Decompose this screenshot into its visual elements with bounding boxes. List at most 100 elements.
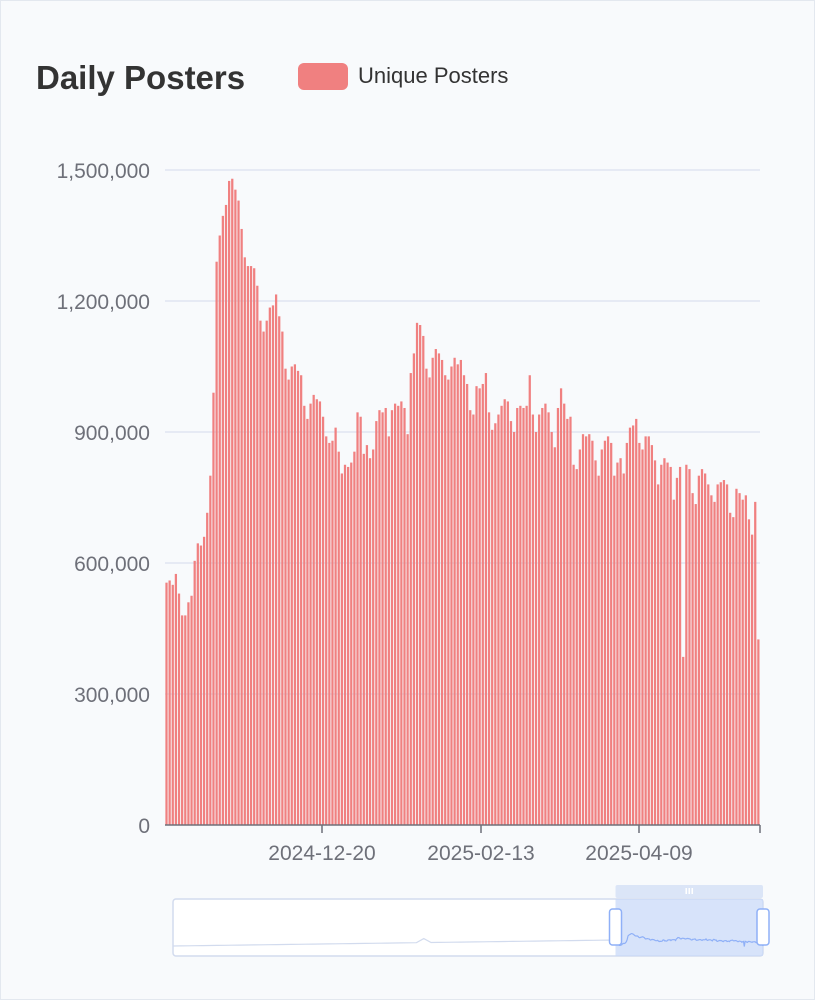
bar[interactable]: [240, 228, 243, 825]
bar[interactable]: [528, 375, 531, 825]
bar[interactable]: [447, 379, 450, 825]
bar[interactable]: [487, 412, 491, 825]
bar[interactable]: [397, 405, 400, 825]
bar[interactable]: [572, 464, 575, 825]
bar[interactable]: [243, 257, 246, 826]
bar[interactable]: [647, 436, 650, 825]
bar[interactable]: [500, 405, 503, 825]
bar[interactable]: [434, 349, 437, 825]
bar[interactable]: [628, 427, 632, 825]
bar[interactable]: [431, 357, 434, 825]
bar[interactable]: [600, 449, 603, 825]
bar[interactable]: [594, 460, 597, 825]
bar[interactable]: [409, 373, 412, 825]
bar[interactable]: [591, 440, 594, 825]
bar[interactable]: [262, 331, 265, 825]
bar[interactable]: [675, 477, 679, 825]
bar[interactable]: [581, 434, 585, 825]
bar[interactable]: [472, 414, 475, 825]
bar[interactable]: [660, 464, 663, 825]
bar[interactable]: [271, 305, 275, 825]
bar[interactable]: [512, 432, 516, 825]
zoom-grip-icon[interactable]: [685, 888, 694, 894]
bar[interactable]: [309, 403, 312, 825]
bar[interactable]: [312, 394, 315, 825]
bar[interactable]: [550, 432, 553, 825]
bar[interactable]: [237, 200, 240, 825]
bar[interactable]: [390, 410, 394, 825]
bar[interactable]: [641, 449, 644, 825]
bar[interactable]: [165, 582, 168, 825]
bar[interactable]: [199, 545, 203, 825]
bar[interactable]: [547, 412, 550, 825]
bar[interactable]: [519, 405, 522, 825]
bar[interactable]: [716, 484, 719, 825]
bar[interactable]: [321, 416, 325, 825]
bar[interactable]: [635, 418, 638, 825]
bar[interactable]: [669, 466, 672, 825]
bar[interactable]: [278, 316, 281, 825]
bar[interactable]: [741, 499, 744, 825]
zoom-selected-window[interactable]: [615, 899, 764, 956]
bar[interactable]: [744, 495, 747, 825]
bar[interactable]: [306, 418, 309, 825]
legend-label-unique-posters[interactable]: Unique Posters: [358, 63, 509, 88]
bar[interactable]: [375, 421, 378, 825]
bar[interactable]: [704, 473, 707, 825]
bar[interactable]: [268, 307, 271, 825]
bar[interactable]: [613, 475, 616, 825]
bar[interactable]: [459, 359, 462, 825]
bar[interactable]: [196, 543, 199, 825]
bar[interactable]: [506, 401, 509, 825]
bar[interactable]: [359, 416, 362, 825]
bar[interactable]: [209, 475, 212, 825]
bar[interactable]: [425, 368, 428, 825]
bar[interactable]: [231, 178, 234, 826]
bar[interactable]: [650, 445, 654, 825]
zoom-handle-left[interactable]: [608, 908, 623, 946]
bar[interactable]: [553, 447, 556, 825]
bar[interactable]: [318, 401, 322, 825]
bar[interactable]: [531, 414, 535, 825]
bar[interactable]: [700, 469, 704, 825]
bar[interactable]: [437, 353, 441, 825]
bar[interactable]: [378, 410, 381, 825]
bar[interactable]: [168, 580, 171, 825]
bar[interactable]: [287, 379, 290, 825]
bar[interactable]: [638, 442, 641, 825]
bar[interactable]: [325, 436, 328, 825]
bar[interactable]: [387, 436, 390, 825]
bar[interactable]: [422, 335, 425, 825]
bar[interactable]: [384, 407, 387, 825]
bar[interactable]: [415, 322, 419, 825]
bar[interactable]: [619, 458, 622, 825]
bar[interactable]: [249, 266, 253, 825]
bar[interactable]: [406, 434, 409, 825]
bar[interactable]: [597, 475, 600, 825]
bar[interactable]: [450, 366, 453, 826]
bar[interactable]: [710, 495, 713, 825]
bar[interactable]: [412, 353, 416, 825]
bar[interactable]: [381, 412, 384, 825]
bar[interactable]: [563, 403, 566, 825]
bar[interactable]: [246, 266, 250, 825]
bar[interactable]: [315, 399, 318, 825]
bar[interactable]: [177, 593, 181, 825]
bar[interactable]: [672, 499, 675, 825]
bar[interactable]: [622, 473, 625, 825]
bar[interactable]: [544, 403, 547, 825]
bar[interactable]: [187, 602, 190, 825]
bar[interactable]: [534, 432, 538, 825]
bar[interactable]: [747, 519, 751, 825]
bar[interactable]: [478, 388, 481, 825]
bar[interactable]: [184, 615, 187, 825]
bar[interactable]: [606, 436, 610, 825]
bar[interactable]: [372, 449, 375, 825]
bar[interactable]: [265, 320, 268, 825]
bar[interactable]: [274, 294, 278, 825]
bar[interactable]: [725, 484, 729, 825]
bar[interactable]: [190, 595, 193, 825]
bar[interactable]: [541, 407, 544, 825]
bar[interactable]: [393, 403, 397, 825]
bar[interactable]: [462, 375, 466, 825]
